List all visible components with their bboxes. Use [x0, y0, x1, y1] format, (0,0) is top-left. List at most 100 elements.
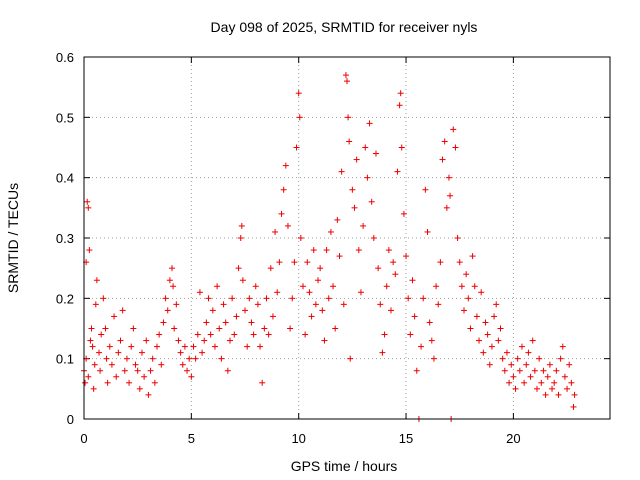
- data-point: [330, 283, 337, 290]
- data-point: [312, 301, 319, 308]
- data-point: [411, 313, 418, 320]
- data-point: [287, 325, 294, 332]
- data-point: [134, 367, 141, 374]
- y-tick-label: 0: [67, 412, 74, 427]
- data-point: [175, 337, 182, 344]
- data-point: [222, 319, 229, 326]
- data-point: [327, 228, 334, 235]
- data-point: [85, 204, 92, 211]
- data-point: [381, 331, 388, 338]
- data-point: [106, 343, 113, 350]
- data-point: [465, 295, 472, 302]
- data-point: [102, 325, 109, 332]
- data-point: [284, 222, 291, 229]
- x-tick-label: 15: [399, 431, 413, 446]
- data-point: [534, 385, 541, 392]
- data-point: [263, 295, 270, 302]
- data-point: [188, 373, 195, 380]
- data-point: [158, 361, 165, 368]
- data-point: [282, 162, 289, 169]
- data-point: [126, 379, 133, 386]
- data-points: [81, 72, 578, 422]
- data-point: [149, 355, 156, 362]
- data-point: [375, 265, 382, 272]
- data-point: [557, 355, 564, 362]
- data-point: [370, 235, 377, 241]
- data-point: [123, 355, 130, 362]
- data-point: [89, 343, 96, 350]
- data-point: [192, 355, 199, 362]
- data-point: [108, 361, 115, 368]
- data-point: [259, 379, 266, 386]
- data-point: [224, 367, 231, 374]
- data-point: [293, 144, 300, 151]
- data-point: [242, 307, 249, 314]
- data-point: [332, 325, 339, 332]
- data-point: [214, 283, 221, 290]
- data-point: [383, 283, 390, 290]
- data-point: [379, 349, 386, 356]
- data-point: [516, 367, 523, 374]
- data-point: [413, 367, 420, 374]
- data-point: [544, 373, 551, 380]
- data-point: [527, 373, 534, 380]
- data-point: [276, 259, 283, 266]
- y-tick-label: 0.3: [56, 231, 74, 246]
- data-point: [420, 295, 427, 302]
- data-point: [194, 331, 201, 338]
- data-point: [231, 331, 238, 338]
- data-point: [437, 259, 444, 266]
- data-point: [531, 367, 538, 374]
- data-point: [86, 247, 93, 254]
- data-point: [407, 331, 414, 338]
- y-tick-label: 0.4: [56, 171, 74, 186]
- data-point: [349, 186, 356, 193]
- data-point: [510, 373, 517, 380]
- data-point: [100, 295, 107, 302]
- data-point: [184, 367, 191, 374]
- data-point: [153, 343, 160, 350]
- data-point: [97, 367, 104, 374]
- data-point: [570, 403, 577, 410]
- data-point: [521, 379, 528, 386]
- data-point: [471, 283, 478, 290]
- data-point: [261, 325, 268, 332]
- data-point: [179, 361, 186, 368]
- data-point: [238, 222, 245, 229]
- data-point: [473, 313, 480, 320]
- data-point: [93, 277, 100, 284]
- x-axis-label: GPS time / hours: [291, 458, 398, 474]
- data-point: [512, 385, 519, 392]
- data-point: [117, 337, 124, 344]
- data-point: [218, 355, 225, 362]
- data-point: [540, 367, 547, 374]
- data-point: [482, 319, 489, 326]
- data-point: [366, 120, 373, 127]
- data-point: [385, 247, 392, 254]
- data-point: [119, 307, 126, 314]
- data-point: [564, 385, 571, 392]
- data-point: [566, 361, 573, 368]
- data-point: [461, 307, 468, 314]
- data-point: [88, 325, 95, 332]
- data-point: [559, 343, 566, 350]
- data-point: [297, 235, 304, 241]
- data-point: [310, 247, 317, 254]
- data-point: [476, 337, 483, 344]
- data-point: [518, 343, 525, 350]
- data-point: [400, 210, 407, 217]
- data-point: [96, 349, 103, 356]
- data-point: [265, 331, 272, 338]
- data-point: [388, 307, 395, 314]
- data-point: [506, 379, 513, 386]
- data-point: [553, 367, 560, 374]
- data-point: [162, 295, 169, 302]
- data-point: [334, 216, 341, 223]
- data-point: [345, 114, 352, 121]
- data-point: [499, 355, 506, 362]
- data-point: [424, 228, 431, 235]
- data-point: [323, 247, 330, 254]
- data-point: [186, 355, 193, 362]
- data-point: [237, 235, 244, 241]
- data-point: [525, 349, 532, 356]
